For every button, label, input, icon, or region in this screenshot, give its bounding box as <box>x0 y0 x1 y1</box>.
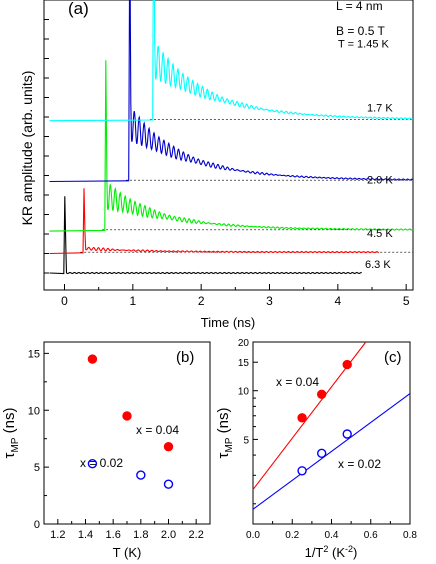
panel-a-frame <box>43 0 414 291</box>
x-tick-label-b: 2.2 <box>189 529 204 541</box>
x-axis-label-c: 1/T2 (K-2) <box>305 544 358 560</box>
point-x-0-04 <box>87 354 98 364</box>
x-tick-label-b: 1.2 <box>50 529 65 541</box>
y-axis-label-a: KR amplitude (arb. units) <box>19 71 35 226</box>
x-tick-label-c: 0.6 <box>364 530 378 541</box>
point-x-0-04 <box>297 413 307 423</box>
panel-a-traces <box>49 0 414 275</box>
trace-t-1-45-k <box>49 0 414 122</box>
x-axis-label-b: T (K) <box>113 545 142 560</box>
annotation-length: L = 4 nm <box>336 0 383 13</box>
y-tick-label-b: 10 <box>28 405 40 417</box>
series-label-x004-c: x = 0.04 <box>276 375 319 389</box>
panel-b-points <box>87 354 174 489</box>
x-tick-label-a: 3 <box>266 294 273 308</box>
x-tick-label-b: 1.4 <box>78 529 93 541</box>
point-x-0-02 <box>316 448 327 459</box>
point-x-0-02 <box>342 429 352 439</box>
panel-b-tag: (b) <box>176 349 194 366</box>
panel-a: 0 1 2 3 4 5 6.3 K 4.5 K 2.0 K 1.7 K T = 1.45 K (a… <box>19 0 414 330</box>
x-tick-label-c: 0.4 <box>325 530 339 541</box>
y-axis-label-c: τMP (ns) <box>215 408 235 459</box>
panel-b: 1.2 1.4 1.6 1.8 2.0 2.2 0 5 10 15 (b) x = 0.04 x … <box>1 341 211 560</box>
y-tick-label-c: 5 <box>243 435 249 446</box>
y-tick-label-c: 15 <box>238 358 250 369</box>
trace-4-5-k <box>49 188 379 255</box>
point-x-0-04 <box>122 411 132 421</box>
panel-c-ticks: 0.0 0.2 0.4 0.6 0.8 5 10 15 20 <box>238 338 418 541</box>
x-axis-label-a: Time (ns) <box>201 315 255 330</box>
x-tick-label-a: 2 <box>198 294 205 308</box>
panel-c-frame <box>252 341 411 525</box>
point-x-0-02 <box>136 470 146 480</box>
y-tick-label-b: 15 <box>28 348 40 360</box>
series-label-x002-c: x = 0.02 <box>338 457 381 471</box>
series-label-x004-b: x = 0.04 <box>136 423 179 437</box>
panel-a-ticks: 0 1 2 3 4 5 <box>44 19 410 308</box>
x-tick-label-a: 1 <box>129 294 136 308</box>
point-x-0-04 <box>163 441 174 452</box>
x-tick-label-b: 2.0 <box>161 529 176 541</box>
x-tick-label-c: 0.0 <box>246 530 260 541</box>
trace-6-3-k <box>49 196 362 275</box>
point-x-0-02 <box>87 459 98 469</box>
panel-c-points <box>297 359 352 476</box>
panel-a-baselines <box>80 119 413 253</box>
fit-line-x-0-02 <box>252 393 411 510</box>
y-tick-label-b: 0 <box>34 519 40 531</box>
trace-label-4-5-k: 4.5 K <box>367 228 393 240</box>
panel-c: 0.0 0.2 0.4 0.6 0.8 5 10 15 20 (c) x = 0.04 x = … <box>215 338 417 560</box>
y-tick-label-c: 10 <box>238 387 250 398</box>
x-tick-label-a: 4 <box>334 294 341 308</box>
y-axis-label-b: τMP (ns) <box>1 408 21 459</box>
x-tick-label-c: 0.2 <box>285 530 299 541</box>
panel-a-tag: (a) <box>68 0 89 18</box>
trace-label-2-0-k: 2.0 K <box>367 174 393 186</box>
annotation-field: B = 0.5 T <box>336 24 385 38</box>
panel-c-tag: (c) <box>384 349 402 366</box>
series-label-x002-b: x = 0.02 <box>80 456 123 470</box>
point-x-0-02 <box>297 466 307 476</box>
point-x-0-02 <box>163 479 174 489</box>
x-tick-label-a: 0 <box>61 294 68 308</box>
panel-c-fit-lines <box>252 341 411 510</box>
trace-label-1-7-k: 1.7 K <box>367 102 393 114</box>
panel-b-ticks: 1.2 1.4 1.6 1.8 2.0 2.2 0 5 10 15 <box>28 348 204 541</box>
trace-1-7-k <box>49 0 413 183</box>
x-tick-label-a: 5 <box>403 294 410 308</box>
point-x-0-04 <box>316 389 327 400</box>
trace-label-t-1-45-k: T = 1.45 K <box>338 38 390 50</box>
panel-b-frame <box>43 341 211 525</box>
y-tick-label-c: 20 <box>238 338 250 349</box>
x-tick-label-b: 1.6 <box>106 529 121 541</box>
x-tick-label-c: 0.8 <box>403 530 417 541</box>
point-x-0-04 <box>342 359 352 370</box>
trace-2-0-k <box>49 60 414 232</box>
x-tick-label-b: 1.8 <box>133 529 148 541</box>
panel-a-trace-labels: 6.3 K 4.5 K 2.0 K 1.7 K T = 1.45 K <box>338 38 393 271</box>
trace-label-6-3-k: 6.3 K <box>365 259 391 271</box>
y-tick-label-b: 5 <box>34 462 40 474</box>
